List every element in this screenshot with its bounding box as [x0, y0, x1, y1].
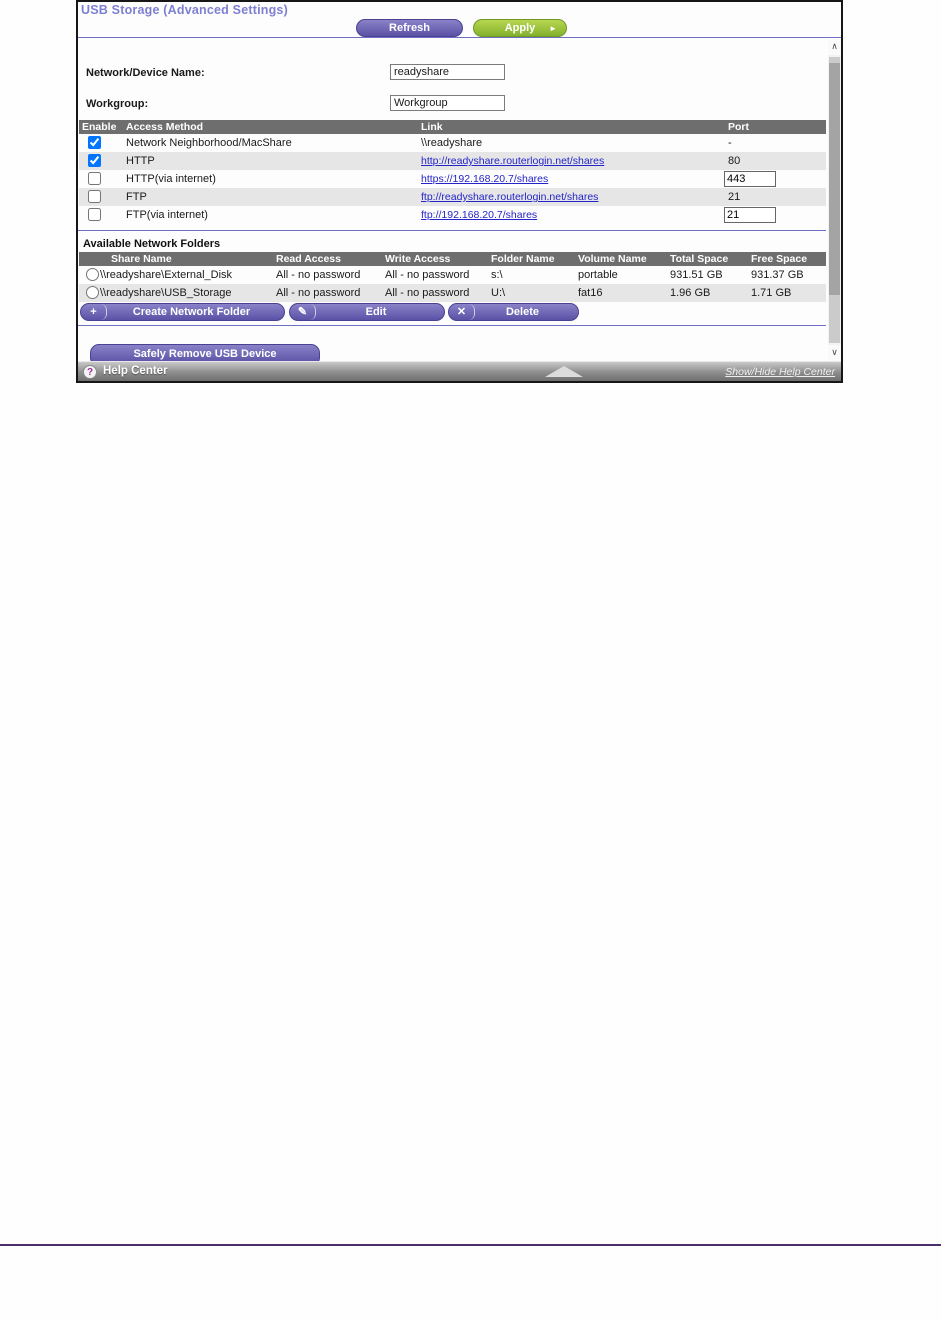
volume-name: fat16: [578, 287, 603, 299]
access-row-ftp-internet: FTP(via internet) ftp://192.168.20.7/sha…: [79, 206, 826, 224]
port-value: -: [728, 137, 732, 149]
scroll-down-icon[interactable]: ∨: [828, 345, 841, 361]
port-value: 21: [728, 191, 741, 203]
share-name: \\readyshare\USB_Storage: [100, 287, 232, 299]
enable-checkbox[interactable]: [88, 172, 101, 185]
share-link[interactable]: http://readyshare.routerlogin.net/shares: [421, 155, 605, 167]
col-free-space: Free Space: [751, 253, 808, 265]
divider: [78, 37, 841, 38]
enable-checkbox[interactable]: [88, 190, 101, 203]
access-method: HTTP(via internet): [126, 173, 216, 185]
col-write-access: Write Access: [385, 253, 451, 265]
apply-button[interactable]: Apply ►: [473, 19, 567, 37]
port-value: 80: [728, 155, 741, 167]
share-link[interactable]: ftp://192.168.20.7/shares: [421, 209, 538, 221]
edit-label: Edit: [365, 306, 387, 318]
write-access: All - no password: [385, 269, 470, 281]
col-link: Link: [421, 121, 443, 133]
enable-checkbox[interactable]: [88, 154, 101, 167]
enable-checkbox[interactable]: [88, 208, 101, 221]
divider: [78, 325, 826, 326]
folder-name: s:\: [491, 269, 503, 281]
scroll-up-icon[interactable]: ∧: [828, 39, 841, 55]
folder-radio[interactable]: [86, 268, 99, 281]
apply-button-label: Apply: [504, 22, 536, 34]
vertical-scrollbar[interactable]: ∧ ∨: [828, 39, 841, 361]
read-access: All - no password: [276, 269, 361, 281]
access-row-ftp: FTP ftp://readyshare.routerlogin.net/sha…: [79, 188, 826, 206]
refresh-button[interactable]: Refresh: [356, 19, 463, 37]
device-name-label: Network/Device Name:: [86, 67, 205, 79]
col-port: Port: [728, 121, 749, 133]
help-question-icon: ?: [83, 365, 97, 379]
col-read-access: Read Access: [276, 253, 341, 265]
plus-icon: +: [81, 304, 107, 320]
port-field[interactable]: [724, 207, 776, 223]
usb-storage-settings-panel: USB Storage (Advanced Settings) Refresh …: [76, 0, 843, 383]
pencil-icon: ✎: [290, 304, 316, 320]
share-link[interactable]: https://192.168.20.7/shares: [421, 173, 549, 185]
access-method: Network Neighborhood/MacShare: [126, 137, 292, 149]
total-space: 931.51 GB: [670, 269, 723, 281]
access-row-http: HTTP http://readyshare.routerlogin.net/s…: [79, 152, 826, 170]
delete-label: Delete: [505, 306, 540, 318]
read-access: All - no password: [276, 287, 361, 299]
col-total-space: Total Space: [670, 253, 729, 265]
scrollbar-track[interactable]: [829, 57, 840, 343]
expand-triangle-icon[interactable]: [545, 366, 583, 377]
access-method: HTTP: [126, 155, 155, 167]
volume-name: portable: [578, 269, 618, 281]
workgroup-field[interactable]: [390, 95, 505, 111]
total-space: 1.96 GB: [670, 287, 711, 299]
page-footer-line: [0, 1244, 941, 1246]
create-network-folder-label: Create Network Folder: [132, 306, 251, 318]
col-folder-name: Folder Name: [491, 253, 555, 265]
folder-row-usb-storage: \\readyshare\USB_Storage All - no passwo…: [79, 284, 826, 302]
folder-name: U:\: [491, 287, 506, 299]
divider: [78, 230, 826, 231]
apply-arrow-icon: ►: [549, 24, 557, 33]
scrollbar-thumb[interactable]: [829, 63, 840, 295]
access-row-macshare: Network Neighborhood/MacShare \\readysha…: [79, 134, 826, 152]
share-link[interactable]: ftp://readyshare.routerlogin.net/shares: [421, 191, 599, 203]
delete-button[interactable]: ✕ Delete: [448, 303, 579, 321]
help-center-label: Help Center: [103, 365, 168, 377]
col-share-name: Share Name: [111, 253, 172, 265]
safely-remove-usb-label: Safely Remove USB Device: [133, 348, 277, 360]
folder-row-external-disk: \\readyshare\External_Disk All - no pass…: [79, 266, 826, 284]
col-volume-name: Volume Name: [578, 253, 647, 265]
access-table-header: Enable Access Method Link Port: [79, 120, 826, 134]
edit-button[interactable]: ✎ Edit: [289, 303, 445, 321]
col-enable: Enable: [82, 121, 117, 133]
refresh-button-label: Refresh: [389, 22, 430, 34]
show-hide-help-link[interactable]: Show/Hide Help Center: [725, 366, 835, 378]
free-space: 1.71 GB: [751, 287, 792, 299]
col-access-method: Access Method: [126, 121, 204, 133]
help-center-bar: ? Help Center Show/Hide Help Center: [78, 361, 841, 381]
share-path: \\readyshare: [421, 137, 483, 149]
free-space: 931.37 GB: [751, 269, 804, 281]
port-field[interactable]: [724, 171, 776, 187]
page-title: USB Storage (Advanced Settings): [81, 3, 288, 17]
device-name-field[interactable]: [390, 64, 505, 80]
access-method: FTP(via internet): [126, 209, 208, 221]
share-name: \\readyshare\External_Disk: [100, 269, 233, 281]
folders-table-header: Share Name Read Access Write Access Fold…: [79, 252, 826, 266]
write-access: All - no password: [385, 287, 470, 299]
available-folders-title: Available Network Folders: [83, 238, 221, 250]
access-method: FTP: [126, 191, 147, 203]
enable-checkbox[interactable]: [88, 136, 101, 149]
folder-radio[interactable]: [86, 286, 99, 299]
x-icon: ✕: [449, 304, 475, 320]
access-row-http-internet: HTTP(via internet) https://192.168.20.7/…: [79, 170, 826, 188]
create-network-folder-button[interactable]: + Create Network Folder: [80, 303, 285, 321]
workgroup-label: Workgroup:: [86, 98, 149, 110]
